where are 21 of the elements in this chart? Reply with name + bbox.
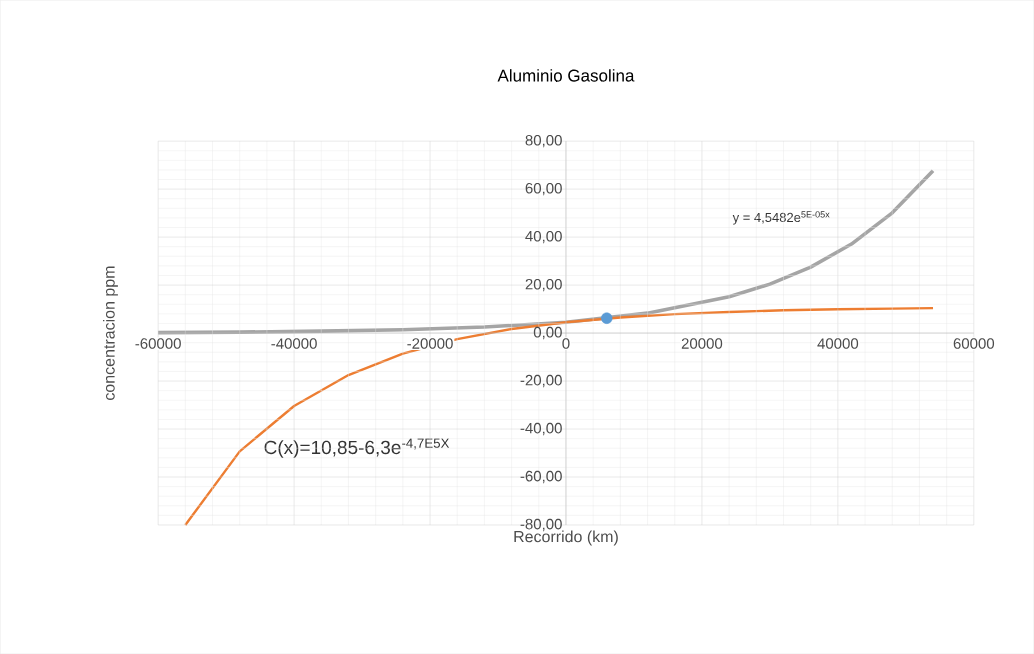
x-tick-label: -20000 <box>407 338 453 349</box>
y-tick-label: 80,00 <box>525 134 562 148</box>
y-tick-label: -40,00 <box>520 422 562 436</box>
x-tick-label: -40000 <box>271 338 317 349</box>
y-tick-label: 60,00 <box>525 182 562 196</box>
x-axis-title: Recorrido (km) <box>514 530 618 546</box>
x-tick-label: 0 <box>562 338 570 349</box>
x-tick-label: 20000 <box>681 338 723 349</box>
y-tick-label: 40,00 <box>525 230 562 244</box>
y-axis-title: concentracion ppm <box>103 266 118 400</box>
annotation: C(x)=10,85-6,3e$^{-4,7E5X}$ <box>264 438 450 458</box>
chart-title: Aluminio Gasolina <box>497 69 635 82</box>
annotation: y = 4,5482e$^{5E-05x}$ <box>732 211 830 225</box>
y-tick-label: 0,00 <box>533 326 562 340</box>
y-tick-label: -20,00 <box>520 374 562 388</box>
y-tick-label: -80,00 <box>520 518 562 532</box>
x-tick-label: 40000 <box>817 338 859 349</box>
x-tick-label: 60000 <box>953 338 995 349</box>
y-tick-label: 20,00 <box>525 278 562 292</box>
x-tick-label: -60000 <box>135 338 181 349</box>
y-tick-label: -60,00 <box>520 470 562 484</box>
